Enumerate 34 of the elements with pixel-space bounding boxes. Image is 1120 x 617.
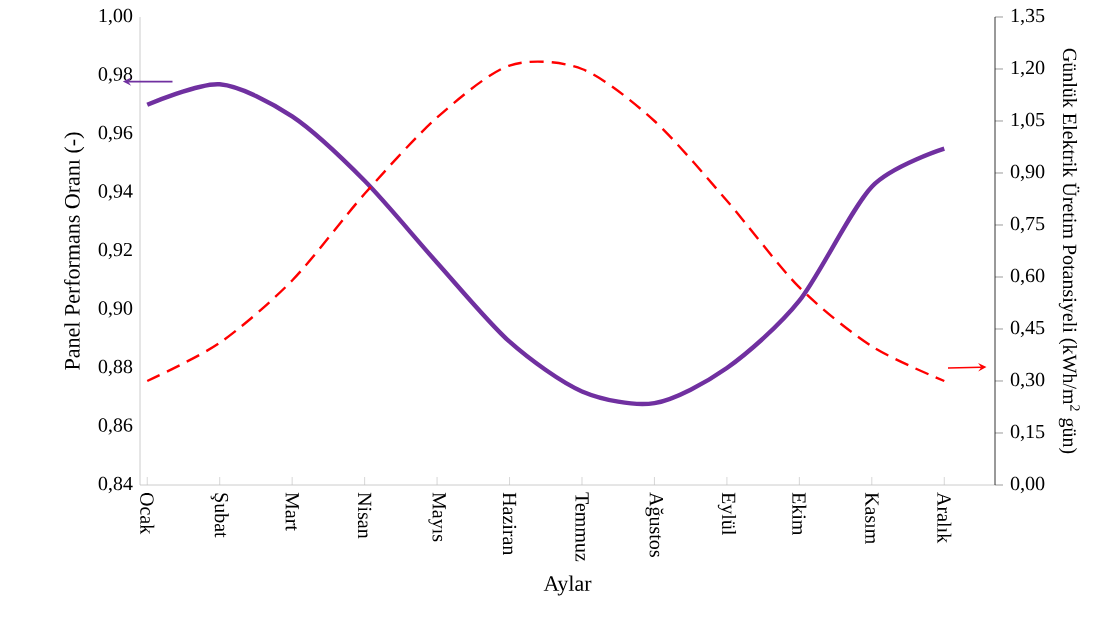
y-tick-label: 1,00 <box>99 8 133 26</box>
y-axis-title: Panel Performans Oranı (-) <box>64 132 85 370</box>
y2-tick-label: 0,15 <box>1010 424 1045 442</box>
y-tick-label: 0,92 <box>98 242 132 260</box>
y-tick-label: 0,94 <box>98 184 133 201</box>
x-tick-label: Ekim <box>792 492 807 536</box>
y2-tick-label: 0,90 <box>1010 164 1045 182</box>
x-tick-label: Aralık <box>937 492 952 544</box>
x-tick-label: Eylül <box>717 492 737 535</box>
y-tick-label: 0,84 <box>98 476 133 494</box>
y2-tick-label: 0,45 <box>1010 320 1045 338</box>
y2-tick-label: 1,05 <box>1011 112 1045 130</box>
y2-tick-label: 0,60 <box>1010 268 1045 286</box>
y2-tick-label: 1,35 <box>1011 8 1045 26</box>
x-tick-label: Haziran <box>502 492 517 556</box>
y-tick-label: 0,98 <box>98 67 133 84</box>
x-tick-label: Mart <box>285 492 299 531</box>
y-tick-label: 0,88 <box>98 359 133 377</box>
x-tick-label: Ağustos <box>645 492 664 557</box>
x-tick-label: Nisan <box>357 492 372 539</box>
y2-tick-label: 0,30 <box>1010 372 1045 390</box>
y-tick-label: 0,90 <box>98 301 133 318</box>
y2-tick-label: 0,75 <box>1010 216 1045 234</box>
y2-tick-label: 0,00 <box>1010 476 1045 494</box>
y2-axis-title: Günlük Elektrik Üretim Potansiyeli (kWh/m$^{2}$ gün) <box>1058 48 1080 454</box>
x-tick-label: Temmuz <box>575 492 589 562</box>
y2-tick-label: 1,20 <box>1011 60 1045 78</box>
x-tick-label: Şubat <box>210 493 229 538</box>
y-tick-label: 0,96 <box>98 125 133 143</box>
x-tick-label: Kasım <box>865 492 879 544</box>
x-tick-label: Ocak <box>140 492 155 535</box>
x-tick-label: Mayıs <box>428 492 446 542</box>
y-tick-label: 0,86 <box>98 418 133 435</box>
x-axis-title: Aylar <box>543 575 592 596</box>
